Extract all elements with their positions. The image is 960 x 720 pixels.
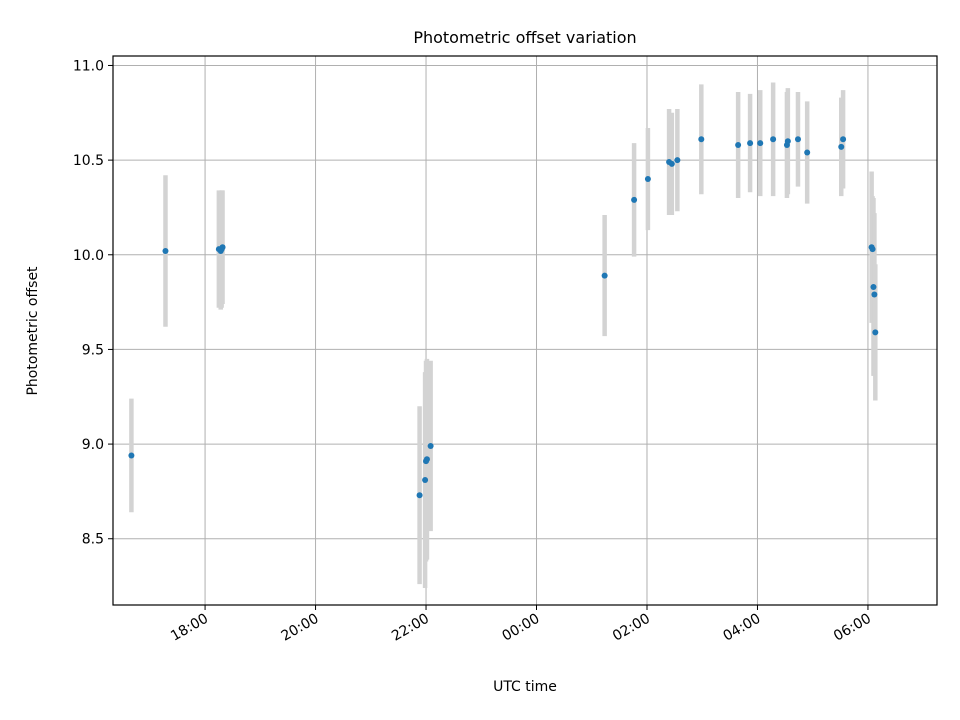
data-point xyxy=(674,157,681,164)
data-point xyxy=(698,136,705,143)
data-point xyxy=(840,136,847,143)
y-tick-label: 9.5 xyxy=(82,342,104,358)
x-axis-label: UTC time xyxy=(493,679,557,695)
y-tick-label: 10.5 xyxy=(73,153,104,169)
data-point xyxy=(735,141,742,148)
data-point xyxy=(757,140,764,147)
data-point xyxy=(631,196,638,203)
y-tick-label: 11.0 xyxy=(73,58,104,74)
y-tick-label: 8.5 xyxy=(82,532,104,548)
data-point xyxy=(747,140,754,147)
y-tick-label: 10.0 xyxy=(73,248,104,264)
data-point xyxy=(871,291,878,298)
data-point xyxy=(872,329,879,336)
data-point xyxy=(838,143,845,150)
data-point xyxy=(794,136,801,143)
data-point xyxy=(427,442,434,449)
data-point xyxy=(644,176,651,183)
data-point xyxy=(601,272,608,279)
data-point xyxy=(422,477,429,484)
data-point xyxy=(162,247,169,254)
y-axis: 8.5 9.0 9.5 10.0 10.5 11.0 xyxy=(73,58,113,548)
chart-title: Photometric offset variation xyxy=(413,28,636,47)
data-point xyxy=(219,244,226,251)
data-point xyxy=(770,136,777,143)
y-axis-label: Photometric offset xyxy=(25,266,41,396)
data-point xyxy=(423,456,430,463)
plot-frame xyxy=(112,55,938,606)
data-points xyxy=(128,136,879,499)
data-point xyxy=(784,138,791,145)
data-point xyxy=(416,492,423,499)
data-point xyxy=(870,283,877,290)
data-point xyxy=(668,160,675,167)
data-point xyxy=(869,246,876,253)
data-point xyxy=(128,452,135,459)
y-tick-label: 9.0 xyxy=(82,437,104,453)
data-point xyxy=(804,149,811,156)
